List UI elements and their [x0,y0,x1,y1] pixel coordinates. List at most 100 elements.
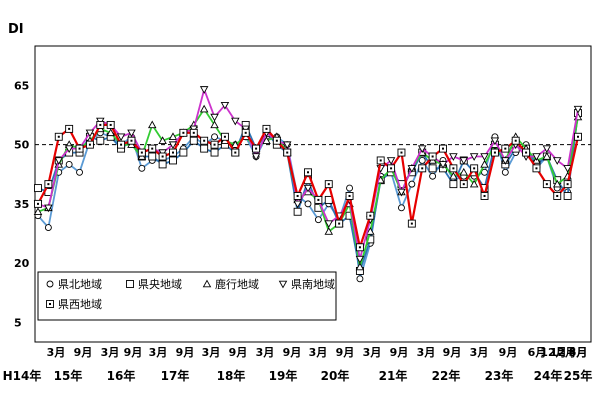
point-marker [202,279,212,288]
point-marker [417,145,427,154]
point-marker [573,105,583,114]
point-marker [293,200,302,209]
point-marker [418,157,426,164]
x-tick-label: 9月 [499,346,518,359]
point-marker [189,136,198,145]
point-marker-dot [49,303,51,305]
point-marker-dot [172,151,174,154]
x-year-label: 22年 [432,368,461,383]
point-marker [33,207,43,216]
x-year-label: H14年 [3,368,42,383]
point-marker [147,120,157,129]
point-marker [324,220,334,229]
point-marker-dot [493,151,496,154]
point-marker [449,171,458,180]
point-marker-dot [483,194,486,197]
legend-label: 県北地域 [58,278,102,291]
point-marker [168,141,178,150]
x-tick-label: 3月 [309,346,328,359]
x-year-label: 17年 [161,368,190,383]
point-marker [76,168,83,176]
point-marker [356,275,364,283]
point-marker [303,184,313,193]
point-marker-dot [203,139,206,142]
point-marker [138,164,146,172]
point-marker-dot [244,131,247,134]
point-marker-dot [421,167,424,170]
x-year-label: 19年 [269,368,298,383]
point-marker-dot [452,167,455,170]
x-tick-label: 3月 [363,346,382,359]
legend-label: 県央地域 [138,278,182,291]
point-marker [407,165,417,173]
point-marker-dot [68,127,71,130]
y-axis-label: DI [8,22,24,37]
point-marker-dot [462,183,465,186]
x-tick-label: 9月 [283,346,302,359]
point-marker [85,129,95,138]
point-marker [398,204,405,212]
point-marker [169,156,177,165]
point-marker [552,179,562,188]
point-marker-dot [88,143,91,146]
point-marker [501,168,509,176]
legend-label: 県南地域 [291,278,335,291]
point-marker [552,157,562,165]
x-tick-label: 12月 [550,346,576,359]
point-marker [148,152,157,161]
point-marker-dot [535,167,538,170]
x-tick-label: 3月 [569,346,588,359]
point-marker-dot [556,194,559,197]
x-tick-label: 3月 [101,346,120,359]
point-marker [179,148,188,157]
point-marker-dot [255,147,258,150]
point-marker [366,235,375,244]
point-marker-dot [57,135,60,138]
point-marker [44,204,53,213]
x-year-label: 20年 [321,368,350,383]
point-marker [262,136,271,144]
point-marker [210,120,219,129]
point-marker-dot [223,135,226,138]
x-year-label: 18年 [217,368,246,383]
point-marker [355,255,365,264]
point-marker [542,145,552,154]
point-marker-dot [151,147,154,150]
point-marker-dot [275,139,278,142]
point-marker [324,227,334,235]
series-group [34,120,582,252]
y-tick-label: 20 [14,257,30,270]
x-year-label: 15年 [54,368,83,383]
point-marker [231,140,240,148]
point-marker-dot [442,147,444,150]
point-marker [438,161,448,169]
point-marker-dot [286,151,289,154]
point-marker [501,157,510,165]
x-year-label: 24年 [534,368,563,383]
point-marker [231,117,240,126]
point-marker-dot [192,131,195,134]
x-tick-label: 6月 [569,346,588,359]
point-marker [106,128,115,137]
point-marker-dot [358,246,361,249]
point-marker [210,148,219,157]
point-marker [346,184,353,192]
point-marker [211,133,218,141]
point-marker [126,280,134,288]
point-marker [199,104,209,113]
point-marker-dot [338,222,341,225]
point-marker [459,167,469,176]
point-marker [469,179,479,188]
x-year-label: 25年 [564,368,593,383]
point-marker-dot [369,214,372,217]
point-marker-dot [265,127,268,130]
point-marker-dot [37,202,39,205]
point-marker-dot [545,183,548,186]
point-marker [158,136,167,144]
point-marker [459,157,469,165]
point-marker [490,137,500,146]
point-marker [480,159,489,168]
point-marker-dot [525,151,528,154]
y-tick-label: 5 [14,316,22,329]
